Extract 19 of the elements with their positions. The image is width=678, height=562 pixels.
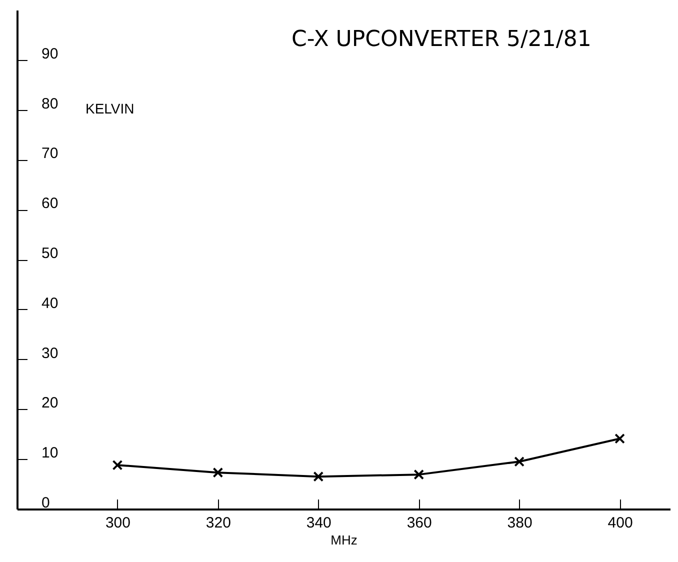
x-tick-label: 340 (306, 514, 332, 532)
y-tick-label: 90 (42, 45, 58, 62)
y-tick-label: 10 (42, 444, 58, 462)
y-tick-label: 70 (42, 145, 58, 162)
y-tick-label: 0 (42, 494, 50, 512)
y-tick-label: 40 (42, 294, 58, 312)
y-tick-label: 80 (42, 95, 58, 112)
text: C-X UPCONVERTER 5/21/81 (292, 27, 592, 52)
x-tick-label: 360 (406, 514, 432, 532)
y-tick-label: 20 (42, 394, 58, 412)
y-tick-label: 50 (42, 245, 58, 262)
x-tick-label: 300 (105, 514, 130, 532)
x-tick-label: 400 (608, 514, 633, 532)
y-tick-label: 60 (42, 195, 58, 212)
y-axis-title: KELVIN (86, 100, 134, 116)
y-tick-label: 30 (42, 344, 58, 362)
x-tick-label: 320 (206, 514, 231, 532)
x-axis-title: MHz (330, 532, 358, 548)
x-tick-label: 380 (507, 514, 532, 532)
